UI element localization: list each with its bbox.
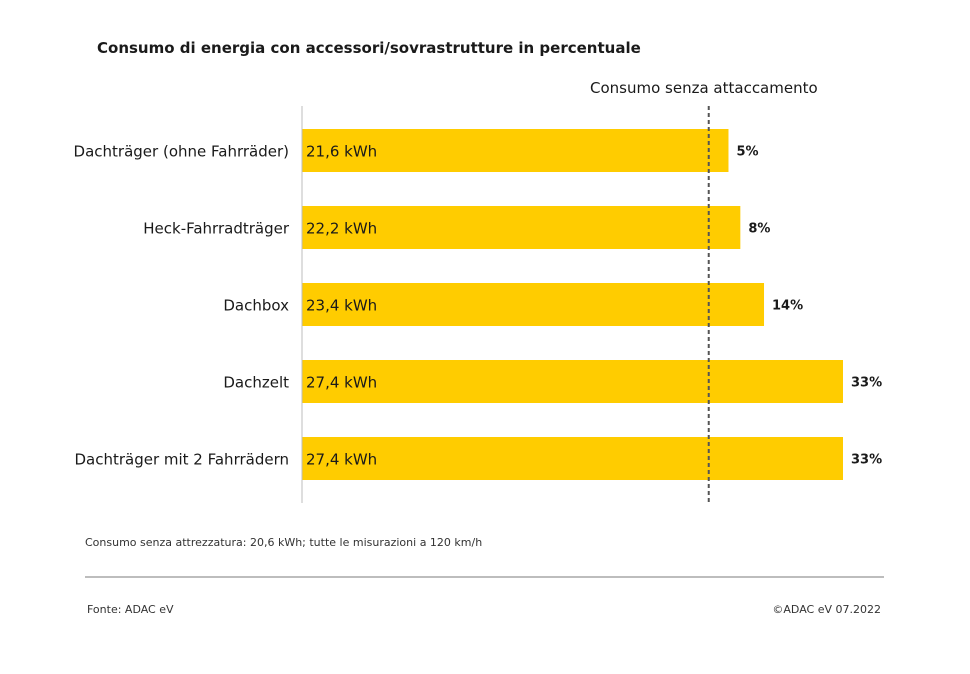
value-label: 22,2 kWh <box>306 220 377 238</box>
bar <box>302 206 741 249</box>
category-label: Dachträger mit 2 Fahrrädern <box>74 451 289 469</box>
category-label: Dachzelt <box>223 374 289 392</box>
bar-chart: Dachträger (ohne Fahrräder) 21,6 kWh 5% Hec… <box>74 106 882 503</box>
percent-label: 8% <box>748 222 770 237</box>
value-label: 21,6 kWh <box>306 143 377 161</box>
percent-label: 14% <box>772 299 803 314</box>
source-text: Fonte: ADAC eV <box>87 603 174 616</box>
divider <box>85 576 884 578</box>
value-label: 27,4 kWh <box>306 374 377 392</box>
copyright-text: ©ADAC eV 07.2022 <box>772 603 881 616</box>
bar <box>302 129 729 172</box>
percent-label: 33% <box>851 376 882 391</box>
category-label: Heck-Fahrradträger <box>143 220 290 238</box>
bar <box>302 360 843 403</box>
chart-title: Consumo di energia con accessori/sovrast… <box>97 39 641 57</box>
bar <box>302 283 765 326</box>
percent-label: 5% <box>736 145 758 160</box>
percent-label: 33% <box>851 453 882 468</box>
footnote: Consumo senza attrezzatura: 20,6 kWh; tu… <box>85 536 483 549</box>
category-label: Dachträger (ohne Fahrräder) <box>74 143 289 161</box>
bar <box>302 437 843 480</box>
value-label: 27,4 kWh <box>306 451 377 469</box>
reference-line-label: Consumo senza attaccamento <box>590 79 818 97</box>
value-label: 23,4 kWh <box>306 297 377 315</box>
category-label: Dachbox <box>223 297 289 315</box>
